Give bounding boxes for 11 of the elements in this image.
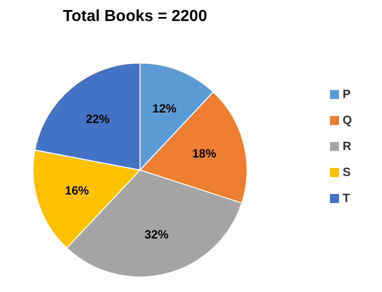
legend-label: S [342,165,351,179]
legend-label: T [342,191,350,205]
data-label: 32% [144,227,169,242]
data-label: 16% [64,184,90,198]
legend-label: R [342,139,352,153]
data-label: 12% [152,101,177,116]
legend-label: Q [342,113,352,127]
data-label: 22% [86,112,110,126]
data-label: 18% [192,146,217,160]
legend-label: P [342,87,351,101]
chart-title: Total Books = 2200 [62,8,208,26]
